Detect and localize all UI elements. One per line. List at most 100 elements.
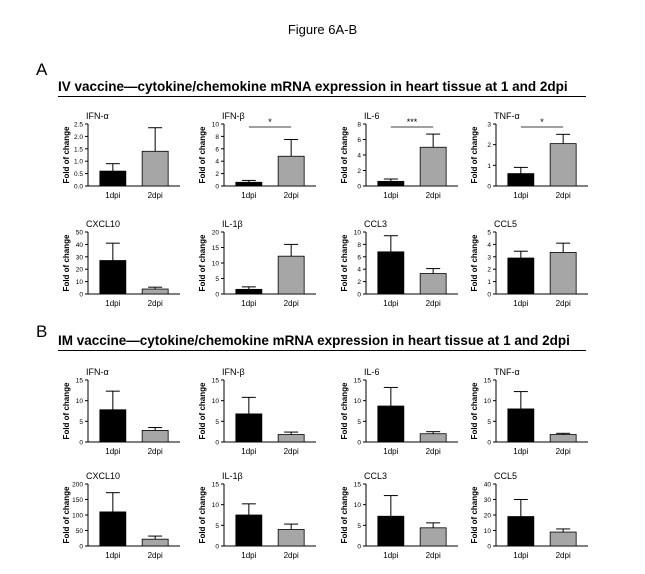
chart-a-il-6-xtick-label: 1dpi bbox=[383, 191, 398, 200]
chart-b-ccl3-ylabel: Fold of change bbox=[340, 486, 349, 543]
chart-a-cxcl10-bar-1dpi bbox=[99, 260, 127, 295]
panel-a-letter: A bbox=[36, 60, 48, 79]
chart-a-ifn-α-ylabel: Fold of change bbox=[62, 126, 71, 183]
chart-a-ccl3: CCL3 Fold of change 0 2 4 6 8 10 1dpi 2dpi bbox=[340, 219, 458, 308]
chart-b-ccl5-ylabel: Fold of change bbox=[470, 486, 479, 543]
chart-a-ccl5-bar-1dpi bbox=[507, 257, 535, 295]
chart-a-il-1β-xtick-label: 1dpi bbox=[241, 299, 256, 308]
chart-a-tnf-α-ytick-label: 1 bbox=[487, 163, 491, 170]
chart-b-ccl5-ytick-label: 0 bbox=[487, 544, 491, 551]
chart-a-il-1β-ytick-label: 10 bbox=[212, 261, 220, 268]
chart-b-il-6-ylabel: Fold of change bbox=[340, 382, 349, 439]
chart-b-ifn-β-bar-2dpi bbox=[277, 434, 305, 443]
chart-a-ccl5-title: CCL5 bbox=[494, 219, 517, 229]
chart-a-il-6-bar-2dpi bbox=[419, 146, 447, 187]
chart-a-il-1β-ytick-label: 20 bbox=[212, 230, 220, 237]
chart-a-ifn-α-ytick-label: 1.5 bbox=[74, 146, 83, 153]
chart-a-tnf-α-xtick-label: 1dpi bbox=[513, 191, 528, 200]
chart-a-tnf-α-ytick-label: 2 bbox=[487, 142, 491, 149]
chart-b-ifn-β-ytick-label: 15 bbox=[212, 378, 220, 385]
chart-b-ifn-α: IFN-α Fold of change 0 5 10 15 1dpi 2dpi bbox=[62, 367, 180, 456]
chart-a-il-1β-ytick-label: 15 bbox=[212, 245, 220, 252]
chart-a-il-6-ytick-label: 2 bbox=[357, 168, 361, 175]
chart-b-cxcl10-xtick-label: 2dpi bbox=[148, 551, 163, 560]
chart-b-ccl3-ytick-label: 5 bbox=[357, 523, 361, 530]
chart-a-ccl3-bar-2dpi bbox=[419, 273, 447, 295]
chart-a-ifn-β-ytick-label: 2 bbox=[215, 171, 219, 178]
chart-a-il-6-xtick-label: 2dpi bbox=[426, 191, 441, 200]
chart-b-tnf-α-title: TNF-α bbox=[494, 367, 520, 377]
chart-b-ifn-α-bar-1dpi bbox=[99, 409, 127, 443]
chart-a-ifn-α-xtick-label: 1dpi bbox=[105, 191, 120, 200]
chart-b-tnf-α: TNF-α Fold of change 0 5 10 15 1dpi 2dpi bbox=[470, 367, 588, 456]
chart-a-ccl5-ylabel: Fold of change bbox=[470, 234, 479, 291]
chart-b-cxcl10-ytick-label: 50 bbox=[76, 528, 84, 535]
chart-b-tnf-α-ytick-label: 10 bbox=[484, 398, 492, 405]
chart-a-ifn-β-ytick-label: 6 bbox=[215, 146, 219, 153]
chart-a-il-1β-ytick-label: 0 bbox=[215, 292, 219, 299]
chart-a-ifn-α-ytick-label: 2.5 bbox=[74, 122, 83, 129]
chart-b-ccl5-xtick-label: 2dpi bbox=[556, 551, 571, 560]
chart-a-ccl5-xtick-label: 1dpi bbox=[513, 299, 528, 308]
chart-a-cxcl10-ytick-label: 10 bbox=[76, 279, 84, 286]
chart-b-il-6-bar-2dpi bbox=[419, 433, 447, 443]
chart-a-tnf-α-ylabel: Fold of change bbox=[470, 126, 479, 183]
chart-b-ifn-α-ytick-label: 5 bbox=[79, 419, 83, 426]
panel-b-letter: B bbox=[36, 322, 48, 341]
chart-b-ccl3-ytick-label: 0 bbox=[357, 544, 361, 551]
chart-a-il-6-ylabel: Fold of change bbox=[340, 126, 349, 183]
chart-b-ccl5-ytick-label: 40 bbox=[484, 482, 492, 489]
chart-a-ccl3-ytick-label: 4 bbox=[357, 267, 361, 274]
chart-a-ifn-α-ytick-label: 1.0 bbox=[74, 159, 83, 166]
chart-a-cxcl10-title: CXCL10 bbox=[86, 219, 120, 229]
chart-b-il-6-title: IL-6 bbox=[364, 367, 380, 377]
chart-a-il-1β: IL-1β Fold of change 0 5 10 15 20 1dpi 2dpi bbox=[198, 219, 316, 308]
chart-b-ifn-α-ytick-label: 10 bbox=[76, 398, 84, 405]
chart-a-il-1β-xtick-label: 2dpi bbox=[284, 299, 299, 308]
panel-b-heading: IM vaccine—cytokine/chemokine mRNA expre… bbox=[58, 333, 570, 348]
chart-a-ifn-β-significance-label: * bbox=[268, 117, 272, 127]
chart-a-ccl5-ytick-label: 4 bbox=[487, 242, 491, 249]
chart-a-ccl5-ytick-label: 1 bbox=[487, 279, 491, 286]
chart-a-tnf-α: TNF-α Fold of change 0 1 2 3 1dpi 2dpi * bbox=[470, 111, 588, 200]
chart-a-il-6: IL-6 Fold of change 0 2 4 6 8 1dpi 2dpi *** bbox=[340, 111, 458, 200]
chart-b-ifn-α-ytick-label: 0 bbox=[79, 440, 83, 447]
chart-b-il-1β-ytick-label: 10 bbox=[212, 502, 220, 509]
chart-b-cxcl10-ytick-label: 200 bbox=[72, 482, 83, 489]
chart-a-ifn-β-bar-2dpi bbox=[277, 155, 305, 187]
chart-b-ifn-β-ytick-label: 10 bbox=[212, 398, 220, 405]
chart-a-ifn-β-ytick-label: 0 bbox=[215, 184, 219, 191]
chart-b-ccl3: CCL3 Fold of change 0 5 10 15 1dpi 2dpi bbox=[340, 471, 458, 560]
chart-b-il-6-ytick-label: 15 bbox=[354, 378, 362, 385]
chart-b-cxcl10-ytick-label: 100 bbox=[72, 513, 83, 520]
chart-b-ccl3-bar-1dpi bbox=[377, 515, 405, 547]
chart-b-ccl5-title: CCL5 bbox=[494, 471, 517, 481]
chart-b-cxcl10-bar-2dpi bbox=[141, 538, 169, 547]
chart-a-tnf-α-xtick-label: 2dpi bbox=[556, 191, 571, 200]
panel-b-rule bbox=[58, 350, 586, 351]
chart-b-cxcl10-ylabel: Fold of change bbox=[62, 486, 71, 543]
chart-b-tnf-α-ytick-label: 0 bbox=[487, 440, 491, 447]
chart-b-tnf-α-bar-2dpi bbox=[549, 434, 577, 443]
chart-b-ifn-α-xtick-label: 2dpi bbox=[148, 447, 163, 456]
chart-a-ccl3-xtick-label: 1dpi bbox=[383, 299, 398, 308]
chart-a-ccl3-bar-1dpi bbox=[377, 251, 405, 295]
chart-b-ifn-β-xtick-label: 2dpi bbox=[284, 447, 299, 456]
chart-a-ifn-β-xtick-label: 2dpi bbox=[284, 191, 299, 200]
chart-a-il-6-bar-1dpi bbox=[377, 180, 405, 187]
chart-b-il-6-bar-1dpi bbox=[377, 405, 405, 443]
chart-b-cxcl10: CXCL10 Fold of change 0 50 100 150 200 1dpi 2dpi bbox=[62, 471, 180, 560]
chart-a-ifn-β-title: IFN-β bbox=[222, 111, 245, 121]
chart-a-il-1β-bar-1dpi bbox=[235, 288, 263, 295]
chart-b-ccl3-bar-2dpi bbox=[419, 527, 447, 547]
chart-a-tnf-α-title: TNF-α bbox=[494, 111, 520, 121]
chart-b-ccl5-ytick-label: 20 bbox=[484, 513, 492, 520]
chart-a-il-6-title: IL-6 bbox=[364, 111, 380, 121]
chart-a-tnf-α-bar-1dpi bbox=[507, 173, 535, 187]
chart-b-cxcl10-ytick-label: 0 bbox=[79, 544, 83, 551]
chart-b-il-6-xtick-label: 1dpi bbox=[383, 447, 398, 456]
chart-b-il-6-ytick-label: 10 bbox=[354, 398, 362, 405]
chart-a-tnf-α-bar-2dpi bbox=[549, 143, 577, 187]
chart-b-il-1β-xtick-label: 1dpi bbox=[241, 551, 256, 560]
